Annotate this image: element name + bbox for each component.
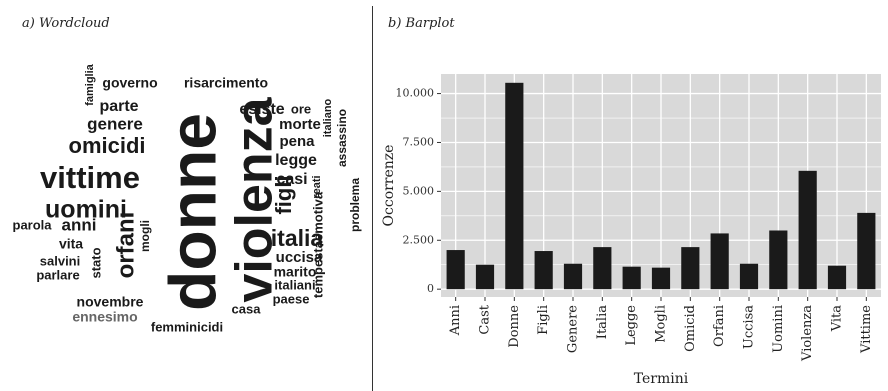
y-tick-label: 5.000 — [403, 184, 435, 197]
panel-a-title: a) Wordcloud — [22, 16, 110, 31]
wordcloud-word: governo — [102, 75, 157, 91]
wordcloud-word: uccisa — [276, 249, 323, 266]
wordcloud-word: esiste — [239, 101, 284, 118]
bar-anni — [446, 250, 465, 290]
barplot: 0 2.500 5.000 7.500 10.000 Anni Cast Donne Figli… — [381, 74, 881, 387]
x-tick-label: Vittime — [859, 305, 874, 354]
panel-divider — [372, 6, 373, 391]
wordcloud-word: paese — [273, 291, 310, 306]
wordcloud-word: ore — [291, 101, 311, 116]
wordcloud-word: salvini — [40, 253, 80, 268]
wordcloud-word: femminicidi — [151, 319, 223, 334]
bar-donne — [505, 82, 524, 290]
x-tick-label: Legge — [624, 305, 639, 346]
x-tick-label: Mogli — [654, 305, 669, 343]
bar-figli — [534, 251, 553, 290]
y-tick-label: 2.500 — [403, 233, 435, 246]
x-tick-label: Donne — [507, 305, 522, 348]
wordcloud-word: morte — [279, 116, 321, 133]
wordcloud-word: italiano — [322, 98, 334, 137]
x-tick-label: Omicid — [683, 305, 698, 352]
wordcloud-word: stato — [88, 247, 103, 278]
wordcloud-word: famiglia — [84, 63, 96, 105]
y-tick-label: 7.500 — [403, 135, 435, 148]
wordcloud-word: vittime — [40, 160, 140, 195]
wordcloud-word: violenza — [226, 96, 284, 302]
wordcloud-word: figli — [271, 175, 296, 214]
wordcloud-word: casi — [276, 171, 307, 188]
bar-vita — [827, 265, 847, 290]
bar-mogli — [651, 267, 671, 290]
wordcloud-word: omicidi — [68, 133, 145, 158]
x-tick-label: Vita — [830, 305, 845, 333]
panel-b-title: b) Barplot — [388, 16, 455, 31]
x-tick-label: Orfani — [712, 305, 727, 347]
bar-violenza — [798, 170, 817, 290]
x-axis-label: Termini — [634, 371, 689, 387]
wordcloud-word: reati — [311, 175, 323, 198]
wordcloud-word: legge — [275, 152, 317, 169]
x-tick-label: Anni — [448, 305, 463, 336]
wordcloud-word: donne — [155, 113, 229, 311]
wordcloud-word: vita — [59, 236, 83, 252]
wordcloud-word: ennesimo — [72, 309, 137, 325]
bar-legge — [622, 266, 641, 290]
wordcloud-word: mogli — [138, 220, 152, 252]
bar-cast — [475, 264, 495, 290]
x-tick-label: Italia — [595, 305, 610, 339]
wordcloud-word: risarcimento — [184, 75, 268, 91]
y-axis-label: Occorrenze — [381, 145, 397, 227]
wordcloud-word: problema — [348, 178, 362, 232]
wordcloud-word: parola — [12, 217, 52, 232]
y-tick-label: 0 — [427, 282, 434, 295]
bar-genere — [563, 263, 583, 290]
wordcloud-word: parte — [99, 98, 138, 115]
wordcloud-word: parlare — [36, 267, 79, 282]
y-tick-label: 10.000 — [396, 87, 435, 100]
wordcloud-word: orfani — [112, 212, 139, 279]
wordcloud-word: uomini — [45, 196, 127, 224]
x-tick-label: Uccisa — [742, 305, 757, 349]
bar-vittime — [857, 212, 876, 290]
wordcloud-word: italia — [271, 225, 324, 251]
bar-uomini — [769, 230, 788, 290]
wordcloud-word: tempestaemotiva — [310, 191, 325, 298]
wordcloud-word: novembre — [77, 294, 144, 310]
bar-italia — [593, 247, 612, 290]
wordcloud-word: pena — [279, 133, 315, 150]
bar-omicid — [681, 247, 700, 290]
x-tick-label: Cast — [478, 304, 493, 334]
wordcloud-word: genere — [87, 114, 143, 133]
wordcloud-word: casa — [232, 301, 262, 316]
bar-uccisa — [739, 263, 759, 290]
x-tick-label: Genere — [566, 305, 581, 353]
x-tick-label: Figli — [536, 305, 551, 335]
wordcloud-word: anni — [62, 215, 97, 234]
wordcloud-word: assassino — [335, 109, 349, 167]
x-tick-label: Uomini — [771, 305, 786, 353]
wordcloud-word: italiani — [274, 277, 315, 292]
bar-orfani — [710, 233, 729, 290]
wordcloud-word: marito — [274, 264, 317, 280]
x-tick-label: Violenza — [800, 305, 815, 362]
